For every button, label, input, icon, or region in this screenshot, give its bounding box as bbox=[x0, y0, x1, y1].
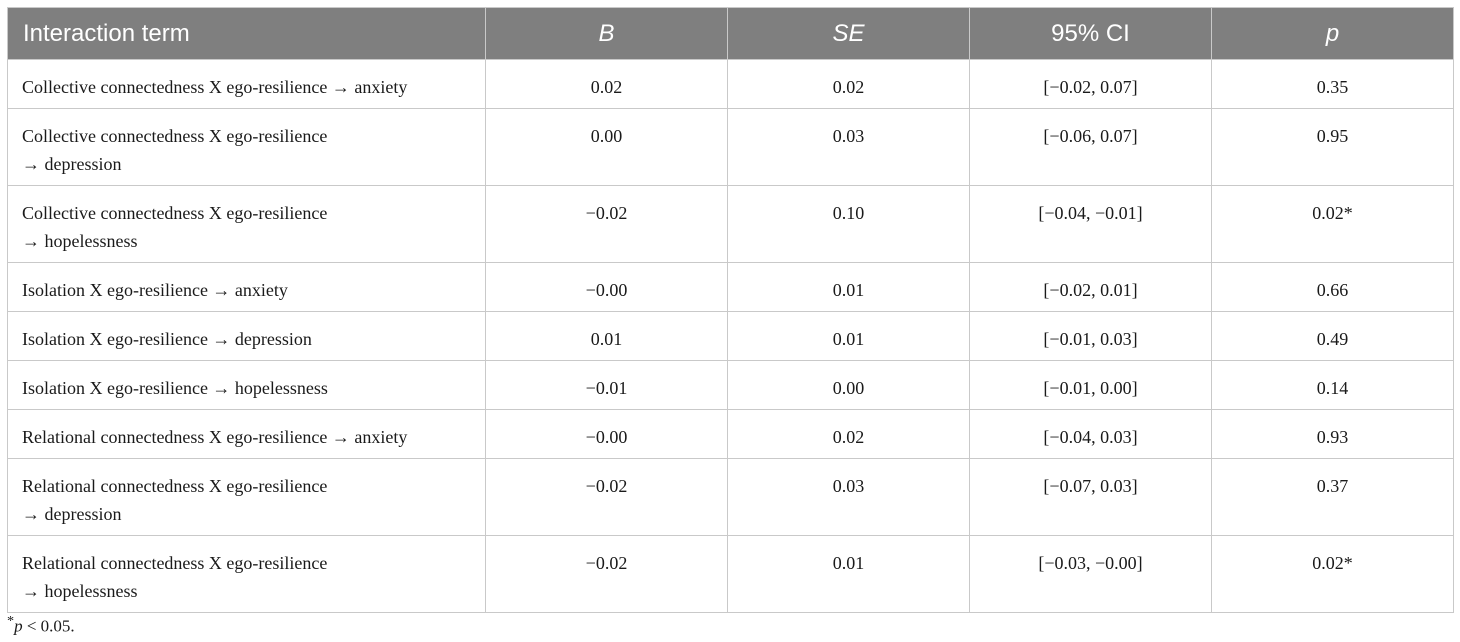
cell-b: −0.02 bbox=[485, 535, 728, 613]
cell-b: −0.00 bbox=[485, 409, 728, 459]
term-line-2: → depression bbox=[22, 504, 122, 524]
cell-term: Collective connectedness X ego-resilienc… bbox=[7, 59, 486, 109]
cell-b: −0.02 bbox=[485, 185, 728, 263]
table-row: Isolation X ego-resilience → hopelessnes… bbox=[7, 360, 1454, 410]
cell-p: 0.35 bbox=[1211, 59, 1454, 109]
table-row: Isolation X ego-resilience → depression … bbox=[7, 311, 1454, 361]
cell-se: 0.10 bbox=[727, 185, 970, 263]
cell-p: 0.02* bbox=[1211, 185, 1454, 263]
cell-p: 0.02* bbox=[1211, 535, 1454, 613]
cell-se: 0.02 bbox=[727, 59, 970, 109]
cell-se: 0.03 bbox=[727, 458, 970, 536]
cell-ci: [−0.06, 0.07] bbox=[969, 108, 1212, 186]
term-line-1: Collective connectedness X ego-resilienc… bbox=[22, 203, 328, 223]
table-footnote: *p < 0.05. bbox=[7, 613, 75, 637]
cell-term: Isolation X ego-resilience → anxiety bbox=[7, 262, 486, 312]
footnote-p-symbol: p bbox=[14, 616, 23, 636]
cell-se: 0.03 bbox=[727, 108, 970, 186]
cell-p: 0.95 bbox=[1211, 108, 1454, 186]
cell-p: 0.66 bbox=[1211, 262, 1454, 312]
header-se-label: SE bbox=[832, 19, 865, 47]
cell-term: Collective connectedness X ego-resilienc… bbox=[7, 108, 486, 186]
header-b-label: B bbox=[598, 19, 615, 47]
cell-ci: [−0.04, 0.03] bbox=[969, 409, 1212, 459]
cell-ci: [−0.04, −0.01] bbox=[969, 185, 1212, 263]
table-row: Collective connectedness X ego-resilienc… bbox=[7, 108, 1454, 186]
cell-term: Isolation X ego-resilience → depression bbox=[7, 311, 486, 361]
cell-term: Relational connectedness X ego-resilienc… bbox=[7, 535, 486, 613]
cell-ci: [−0.02, 0.07] bbox=[969, 59, 1212, 109]
term-line-1: Isolation X ego-resilience → depression bbox=[22, 329, 312, 349]
header-se: SE bbox=[727, 7, 970, 60]
cell-p: 0.93 bbox=[1211, 409, 1454, 459]
cell-se: 0.02 bbox=[727, 409, 970, 459]
cell-b: 0.02 bbox=[485, 59, 728, 109]
table-row: Collective connectedness X ego-resilienc… bbox=[7, 185, 1454, 263]
term-line-1: Collective connectedness X ego-resilienc… bbox=[22, 126, 328, 146]
cell-ci: [−0.07, 0.03] bbox=[969, 458, 1212, 536]
header-interaction-term: Interaction term bbox=[7, 7, 486, 60]
cell-b: −0.02 bbox=[485, 458, 728, 536]
cell-term: Isolation X ego-resilience → hopelessnes… bbox=[7, 360, 486, 410]
footnote-text: < 0.05. bbox=[22, 616, 75, 636]
cell-ci: [−0.02, 0.01] bbox=[969, 262, 1212, 312]
cell-term: Collective connectedness X ego-resilienc… bbox=[7, 185, 486, 263]
cell-se: 0.01 bbox=[727, 311, 970, 361]
interaction-results-table: Interaction term B SE 95% CI p Collectiv… bbox=[7, 7, 1454, 613]
cell-se: 0.01 bbox=[727, 262, 970, 312]
header-p: p bbox=[1211, 7, 1454, 60]
cell-ci: [−0.01, 0.00] bbox=[969, 360, 1212, 410]
cell-p: 0.37 bbox=[1211, 458, 1454, 536]
cell-se: 0.01 bbox=[727, 535, 970, 613]
table-row: Relational connectedness X ego-resilienc… bbox=[7, 409, 1454, 459]
cell-ci: [−0.01, 0.03] bbox=[969, 311, 1212, 361]
footnote-star: * bbox=[7, 613, 15, 629]
cell-p: 0.49 bbox=[1211, 311, 1454, 361]
header-b: B bbox=[485, 7, 728, 60]
header-p-label: p bbox=[1325, 19, 1340, 47]
cell-b: 0.00 bbox=[485, 108, 728, 186]
term-line-1: Relational connectedness X ego-resilienc… bbox=[22, 553, 328, 573]
term-line-2: → hopelessness bbox=[22, 231, 138, 251]
cell-term: Relational connectedness X ego-resilienc… bbox=[7, 458, 486, 536]
term-line-1: Isolation X ego-resilience → anxiety bbox=[22, 280, 288, 300]
table-row: Isolation X ego-resilience → anxiety −0.… bbox=[7, 262, 1454, 312]
cell-b: −0.00 bbox=[485, 262, 728, 312]
results-table-container: Interaction term B SE 95% CI p Collectiv… bbox=[7, 7, 1454, 613]
cell-b: −0.01 bbox=[485, 360, 728, 410]
term-line-2: → depression bbox=[22, 154, 122, 174]
term-line-1: Collective connectedness X ego-resilienc… bbox=[22, 77, 408, 97]
table-header-row: Interaction term B SE 95% CI p bbox=[7, 7, 1454, 60]
table-row: Collective connectedness X ego-resilienc… bbox=[7, 59, 1454, 109]
cell-se: 0.00 bbox=[727, 360, 970, 410]
cell-b: 0.01 bbox=[485, 311, 728, 361]
term-line-1: Relational connectedness X ego-resilienc… bbox=[22, 427, 408, 447]
term-line-1: Relational connectedness X ego-resilienc… bbox=[22, 476, 328, 496]
cell-term: Relational connectedness X ego-resilienc… bbox=[7, 409, 486, 459]
table-row: Relational connectedness X ego-resilienc… bbox=[7, 458, 1454, 536]
term-line-2: → hopelessness bbox=[22, 581, 138, 601]
cell-ci: [−0.03, −0.00] bbox=[969, 535, 1212, 613]
cell-p: 0.14 bbox=[1211, 360, 1454, 410]
header-ci: 95% CI bbox=[969, 7, 1212, 60]
table-row: Relational connectedness X ego-resilienc… bbox=[7, 535, 1454, 613]
term-line-1: Isolation X ego-resilience → hopelessnes… bbox=[22, 378, 328, 398]
